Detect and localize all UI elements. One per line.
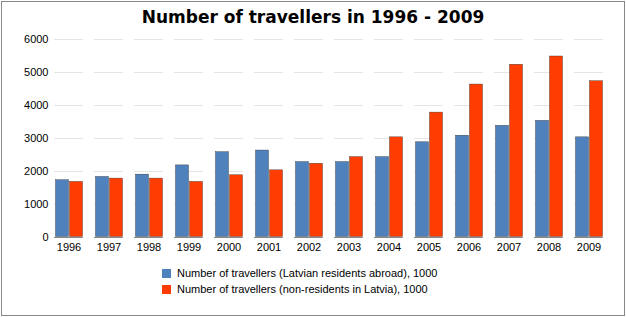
html-text:Number of travellers (non-resi: Number of travellers (non-residents in L… xyxy=(177,283,428,295)
svg-text:1999: 1999 xyxy=(177,241,201,253)
svg-text:2008: 2008 xyxy=(537,241,561,253)
svg-text:2007: 2007 xyxy=(497,241,521,253)
svg-text:2006: 2006 xyxy=(457,241,481,253)
svg-text:2001: 2001 xyxy=(257,241,281,253)
svg-text:2000: 2000 xyxy=(217,241,241,253)
svg-text:2009: 2009 xyxy=(577,241,601,253)
svg-text:1998: 1998 xyxy=(137,241,161,253)
svg-text:2005: 2005 xyxy=(417,241,441,253)
svg-text:2002: 2002 xyxy=(297,241,321,253)
html-text:Number of travellers in 1996 -: Number of travellers in 1996 - 2009 xyxy=(141,7,485,27)
svg-text:5000: 5000 xyxy=(24,66,48,78)
svg-text:1000: 1000 xyxy=(24,198,48,210)
svg-text:0: 0 xyxy=(42,231,48,243)
svg-text:1997: 1997 xyxy=(97,241,121,253)
svg-text:1996: 1996 xyxy=(57,241,81,253)
svg-text:4000: 4000 xyxy=(24,99,48,111)
svg-text:2000: 2000 xyxy=(24,165,48,177)
svg-text:2003: 2003 xyxy=(337,241,361,253)
svg-text:2004: 2004 xyxy=(377,241,401,253)
svg-text:6000: 6000 xyxy=(24,33,48,45)
svg-text:3000: 3000 xyxy=(24,132,48,144)
html-text:Number of travellers (Latvian: Number of travellers (Latvian residents … xyxy=(177,267,438,279)
